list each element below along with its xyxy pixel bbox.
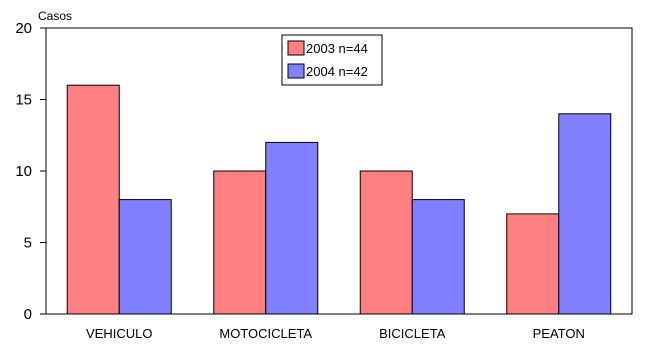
legend-swatch xyxy=(287,63,305,79)
bar xyxy=(558,113,612,315)
x-tick-label: PEATON xyxy=(533,326,585,341)
y-tick-label: 10 xyxy=(15,163,32,180)
bar xyxy=(359,170,413,315)
x-tick-label: MOTOCICLETA xyxy=(219,326,312,341)
legend-swatch xyxy=(287,40,305,56)
bar xyxy=(66,84,120,315)
legend-label: 2003 n=44 xyxy=(306,41,368,56)
x-axis: VEHICULO MOTOCICLETA BICICLETA PEATON xyxy=(86,326,585,341)
y-tick-label: 5 xyxy=(24,235,32,252)
x-tick-label: VEHICULO xyxy=(86,326,152,341)
x-tick-label: BICICLETA xyxy=(379,326,446,341)
bar xyxy=(118,199,172,315)
y-axis: 0 5 10 15 20 xyxy=(15,20,46,323)
y-tick-label: 15 xyxy=(15,92,32,109)
bar xyxy=(411,199,465,315)
y-axis-label: Casos xyxy=(38,9,72,23)
bar xyxy=(265,141,319,315)
bar xyxy=(213,170,267,315)
legend: 2003 n=44 2004 n=42 xyxy=(281,34,383,86)
legend-label: 2004 n=42 xyxy=(306,64,368,79)
y-tick-label: 0 xyxy=(24,306,32,323)
y-tick-label: 20 xyxy=(15,20,32,37)
bars xyxy=(66,84,612,315)
bar xyxy=(506,213,560,315)
